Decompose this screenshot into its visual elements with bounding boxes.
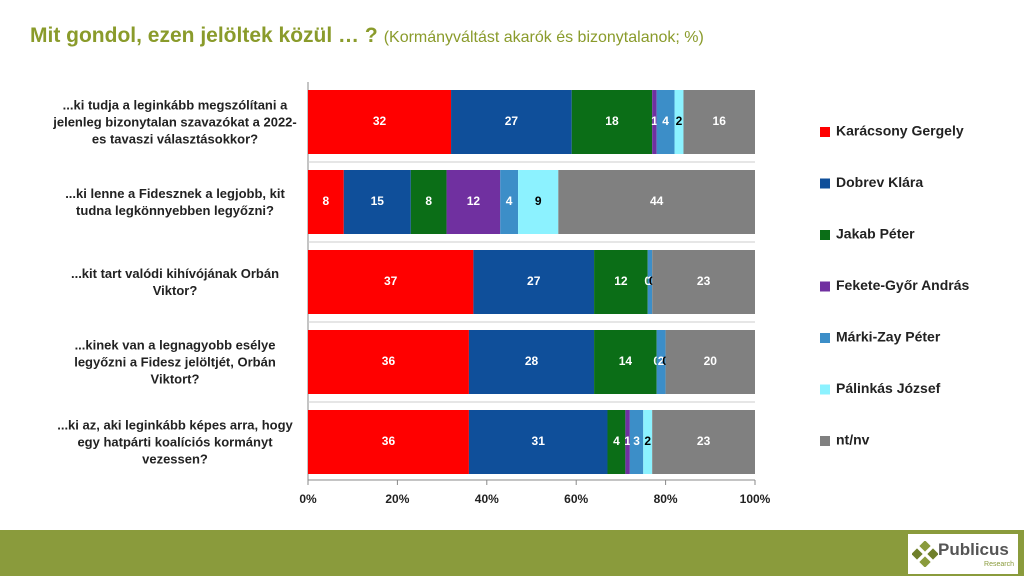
category-label: ...kinek van a legnagyobb esélye legyőzn… (74, 337, 276, 387)
x-tick-label: 60% (564, 492, 588, 506)
data-label: 14 (619, 354, 633, 368)
legend-swatch (820, 384, 830, 395)
bar-segment (656, 90, 675, 154)
bar-segment (594, 250, 648, 314)
bar-segment (607, 410, 626, 474)
data-label: 4 (506, 194, 513, 208)
x-tick-label: 100% (740, 492, 771, 506)
legend-label: Fekete-Győr András (836, 277, 970, 293)
x-tick-label: 80% (654, 492, 678, 506)
bar-segment (683, 90, 755, 154)
category-label: ...kit tart valódi kihívójának Orbán Vik… (70, 266, 280, 298)
data-label: 18 (605, 114, 619, 128)
chart-subtitle: (Kormányváltást akarók és bizonytalanok;… (383, 29, 704, 46)
legend-label: Dobrev Klára (836, 174, 923, 190)
data-label: 37 (384, 274, 398, 288)
data-label: 20 (704, 354, 718, 368)
data-label: 4 (613, 434, 620, 448)
title-line: Mit gondol, ezen jelöltek közül … ? (Korm… (30, 24, 704, 48)
legend-swatch (820, 127, 830, 137)
data-label: 1 (624, 434, 631, 448)
data-label: 2 (676, 114, 683, 128)
bar-segment (629, 410, 644, 474)
data-label: 8 (425, 194, 432, 208)
bar-segment (308, 250, 474, 314)
legend-swatch (820, 436, 830, 446)
data-label: 44 (650, 194, 664, 208)
bar-segment (571, 90, 653, 154)
bar-segment (410, 170, 447, 234)
bar-segment (594, 330, 657, 394)
chart-title: Mit gondol, ezen jelöltek közül … ? (30, 24, 378, 47)
bar-segment (468, 410, 608, 474)
data-label: 12 (614, 274, 628, 288)
legend-swatch (820, 333, 830, 343)
data-label: 36 (382, 434, 396, 448)
bar-segment (656, 330, 666, 394)
category-label: ...ki az, aki leginkább képes arra, hogy… (57, 417, 293, 467)
data-label: 16 (713, 114, 727, 128)
bar-segment (308, 410, 469, 474)
data-label: 12 (467, 194, 481, 208)
bar-segment (652, 410, 755, 474)
category-label: ...ki lenne a Fidesznek a legjobb, kit t… (65, 186, 285, 218)
data-label: 28 (525, 354, 539, 368)
bar-segment (518, 170, 559, 234)
bar-segment (558, 170, 755, 234)
bar-segment (500, 170, 519, 234)
bar-segment (643, 410, 653, 474)
data-label: 27 (527, 274, 541, 288)
legend-label: Karácsony Gergely (836, 123, 964, 139)
legend-swatch (820, 281, 830, 292)
bar-segment (451, 90, 572, 154)
legend-label: Márki-Zay Péter (836, 329, 941, 345)
data-label: 1 (651, 114, 658, 128)
x-tick-label: 0% (299, 492, 317, 506)
bar-segment (674, 90, 684, 154)
legend-label: Pálinkás József (836, 380, 941, 396)
logo: Publicus Research (908, 534, 1018, 574)
legend-label: nt/nv (836, 432, 870, 448)
logo-subtitle: Research (984, 561, 1014, 568)
data-label: 9 (535, 194, 542, 208)
bar-segment (473, 250, 595, 314)
data-label: 3 (633, 434, 640, 448)
logo-icon (912, 541, 938, 567)
logo-name: Publicus (938, 540, 1009, 559)
data-label: 2 (658, 354, 665, 368)
data-label: 1 (647, 274, 654, 288)
bar-segment (446, 170, 501, 234)
bar-segment (308, 170, 344, 234)
bar-segment (625, 410, 630, 474)
footer-band (0, 530, 1024, 576)
legend-label: Jakab Péter (836, 226, 915, 242)
data-label: 4 (662, 114, 669, 128)
bar-segment (647, 250, 653, 314)
legend-swatch (820, 230, 830, 240)
data-label: 23 (697, 434, 711, 448)
x-tick-label: 40% (475, 492, 499, 506)
category-label: ...ki tudja a leginkább megszólítani a j… (53, 97, 297, 147)
data-label: 27 (505, 114, 519, 128)
bar-segment (343, 170, 411, 234)
data-label: 31 (532, 434, 546, 448)
bar-segment (652, 90, 657, 154)
legend-swatch (820, 178, 830, 189)
x-tick-label: 20% (385, 492, 409, 506)
bar-segment (665, 330, 755, 394)
data-label: 8 (323, 194, 330, 208)
data-label: 23 (697, 274, 711, 288)
bar-segment (308, 330, 469, 394)
data-label: 36 (382, 354, 396, 368)
data-label: 32 (373, 114, 387, 128)
bar-segment (308, 90, 452, 154)
data-label: 2 (644, 434, 651, 448)
bar-segment (652, 250, 755, 314)
bar-segment (468, 330, 595, 394)
data-label: 15 (371, 194, 385, 208)
